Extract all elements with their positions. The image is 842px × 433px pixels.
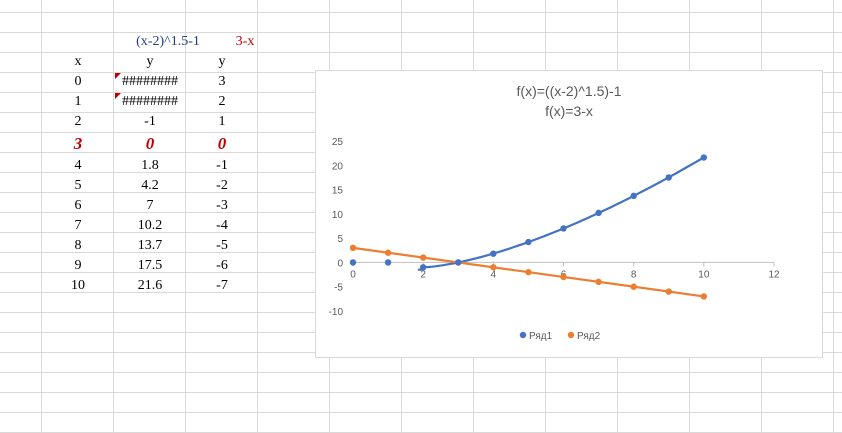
cell-y2[interactable]: -6 (216, 258, 228, 273)
series-1-point (630, 192, 637, 200)
cell-y2[interactable]: 1 (218, 114, 226, 129)
cell-y2[interactable]: -5 (216, 238, 228, 253)
cell-x[interactable]: 2 (74, 114, 82, 129)
legend-label-1: Ряд1 (529, 331, 553, 342)
cell-y2[interactable]: -7 (216, 278, 228, 293)
y-tick-label: 0 (337, 258, 343, 269)
x-tick-label: 12 (768, 269, 780, 280)
series-line-1 (417, 157, 703, 271)
series-1-point (560, 225, 567, 232)
series-2-point (665, 288, 672, 295)
cell-x[interactable]: 8 (74, 238, 82, 253)
cell-x[interactable]: 10 (71, 278, 85, 293)
cell-x[interactable]: 3 (73, 134, 83, 153)
cell-y1[interactable]: ######## (122, 74, 178, 89)
cell-y2[interactable]: 3 (218, 74, 226, 89)
series-2-point (560, 273, 567, 281)
y-tick-label: -10 (329, 307, 344, 318)
series-1-point (455, 259, 462, 266)
y-tick-label: 20 (332, 161, 344, 172)
header-y2[interactable]: y (218, 54, 226, 69)
x-tick-label: 2 (420, 269, 426, 280)
y-tick-label: 5 (337, 234, 343, 245)
legend-marker-1 (519, 331, 527, 339)
line-label[interactable]: 3-x (235, 34, 255, 49)
cell-x[interactable]: 5 (74, 178, 82, 193)
cell-x[interactable]: 0 (74, 74, 82, 89)
cell-y1[interactable]: 0 (145, 134, 155, 153)
series-2-point (384, 249, 392, 256)
chart-area[interactable]: f(x)=((x-2)^1.5)-1 f(x)=3-x -10 -5 0 5 10 15 2… (315, 70, 823, 358)
series-2-point (349, 244, 357, 252)
series-1-point (349, 259, 357, 266)
cell-y2[interactable]: -3 (216, 198, 228, 213)
cell-x[interactable]: 9 (74, 258, 82, 273)
series-1-point (419, 264, 427, 271)
cell-y2[interactable]: -4 (216, 218, 228, 233)
series-2-point (490, 264, 497, 271)
series-2-point (700, 293, 708, 300)
x-tick-label: 4 (491, 269, 497, 280)
cell-x[interactable]: 1 (74, 94, 82, 109)
cell-y1[interactable]: ######## (122, 94, 178, 109)
series-2-point (525, 268, 532, 276)
y-tick-label: 15 (332, 186, 344, 197)
series-1-point (490, 250, 497, 257)
cell-y1[interactable]: 13.7 (137, 238, 163, 253)
error-indicator-icon (115, 73, 121, 79)
header-x[interactable]: x (74, 54, 82, 69)
series-2-point (419, 254, 427, 261)
error-indicator-icon (115, 93, 121, 99)
cell-x[interactable]: 6 (74, 198, 82, 213)
series-1-point (665, 174, 672, 181)
chart-plot: -10-50510152025024681012Ряд1Ряд2 (329, 137, 780, 342)
chart-subtitle: f(x)=3-x (545, 103, 593, 119)
cell-y1[interactable]: 7 (146, 198, 154, 213)
cell-y1[interactable]: 1.8 (141, 158, 159, 173)
legend-label-2: Ряд2 (577, 331, 601, 342)
cell-x[interactable]: 7 (74, 218, 82, 233)
cell-y1[interactable]: 4.2 (141, 178, 159, 193)
chart-title: f(x)=((x-2)^1.5)-1 (516, 83, 622, 99)
x-tick-label: 0 (350, 269, 356, 280)
y-tick-label: 10 (332, 210, 344, 221)
cell-y2[interactable]: 2 (218, 94, 226, 109)
x-tick-label: 10 (698, 269, 710, 280)
x-tick-label: 8 (631, 269, 637, 280)
y-tick-label: 25 (332, 137, 344, 148)
series-2-point (630, 283, 637, 290)
header-y1[interactable]: y (146, 54, 154, 69)
cell-y2[interactable]: 0 (217, 134, 227, 153)
y-tick-label: -5 (334, 283, 343, 294)
cell-y2[interactable]: -2 (216, 178, 228, 193)
series-2-point (595, 278, 602, 286)
legend-marker-2 (567, 331, 575, 339)
cell-y1[interactable]: 21.6 (137, 278, 163, 293)
formula-label[interactable]: (x-2)^1.5-1 (136, 34, 200, 49)
cell-y1[interactable]: -1 (144, 114, 156, 129)
cell-y2[interactable]: -1 (216, 158, 228, 173)
series-1-point (525, 238, 532, 246)
cell-x[interactable]: 4 (74, 158, 82, 173)
cell-y1[interactable]: 10.2 (137, 218, 163, 233)
series-1-point (384, 259, 392, 266)
series-1-point (700, 154, 708, 161)
series-1-point (595, 209, 602, 217)
cell-y1[interactable]: 17.5 (137, 258, 163, 273)
